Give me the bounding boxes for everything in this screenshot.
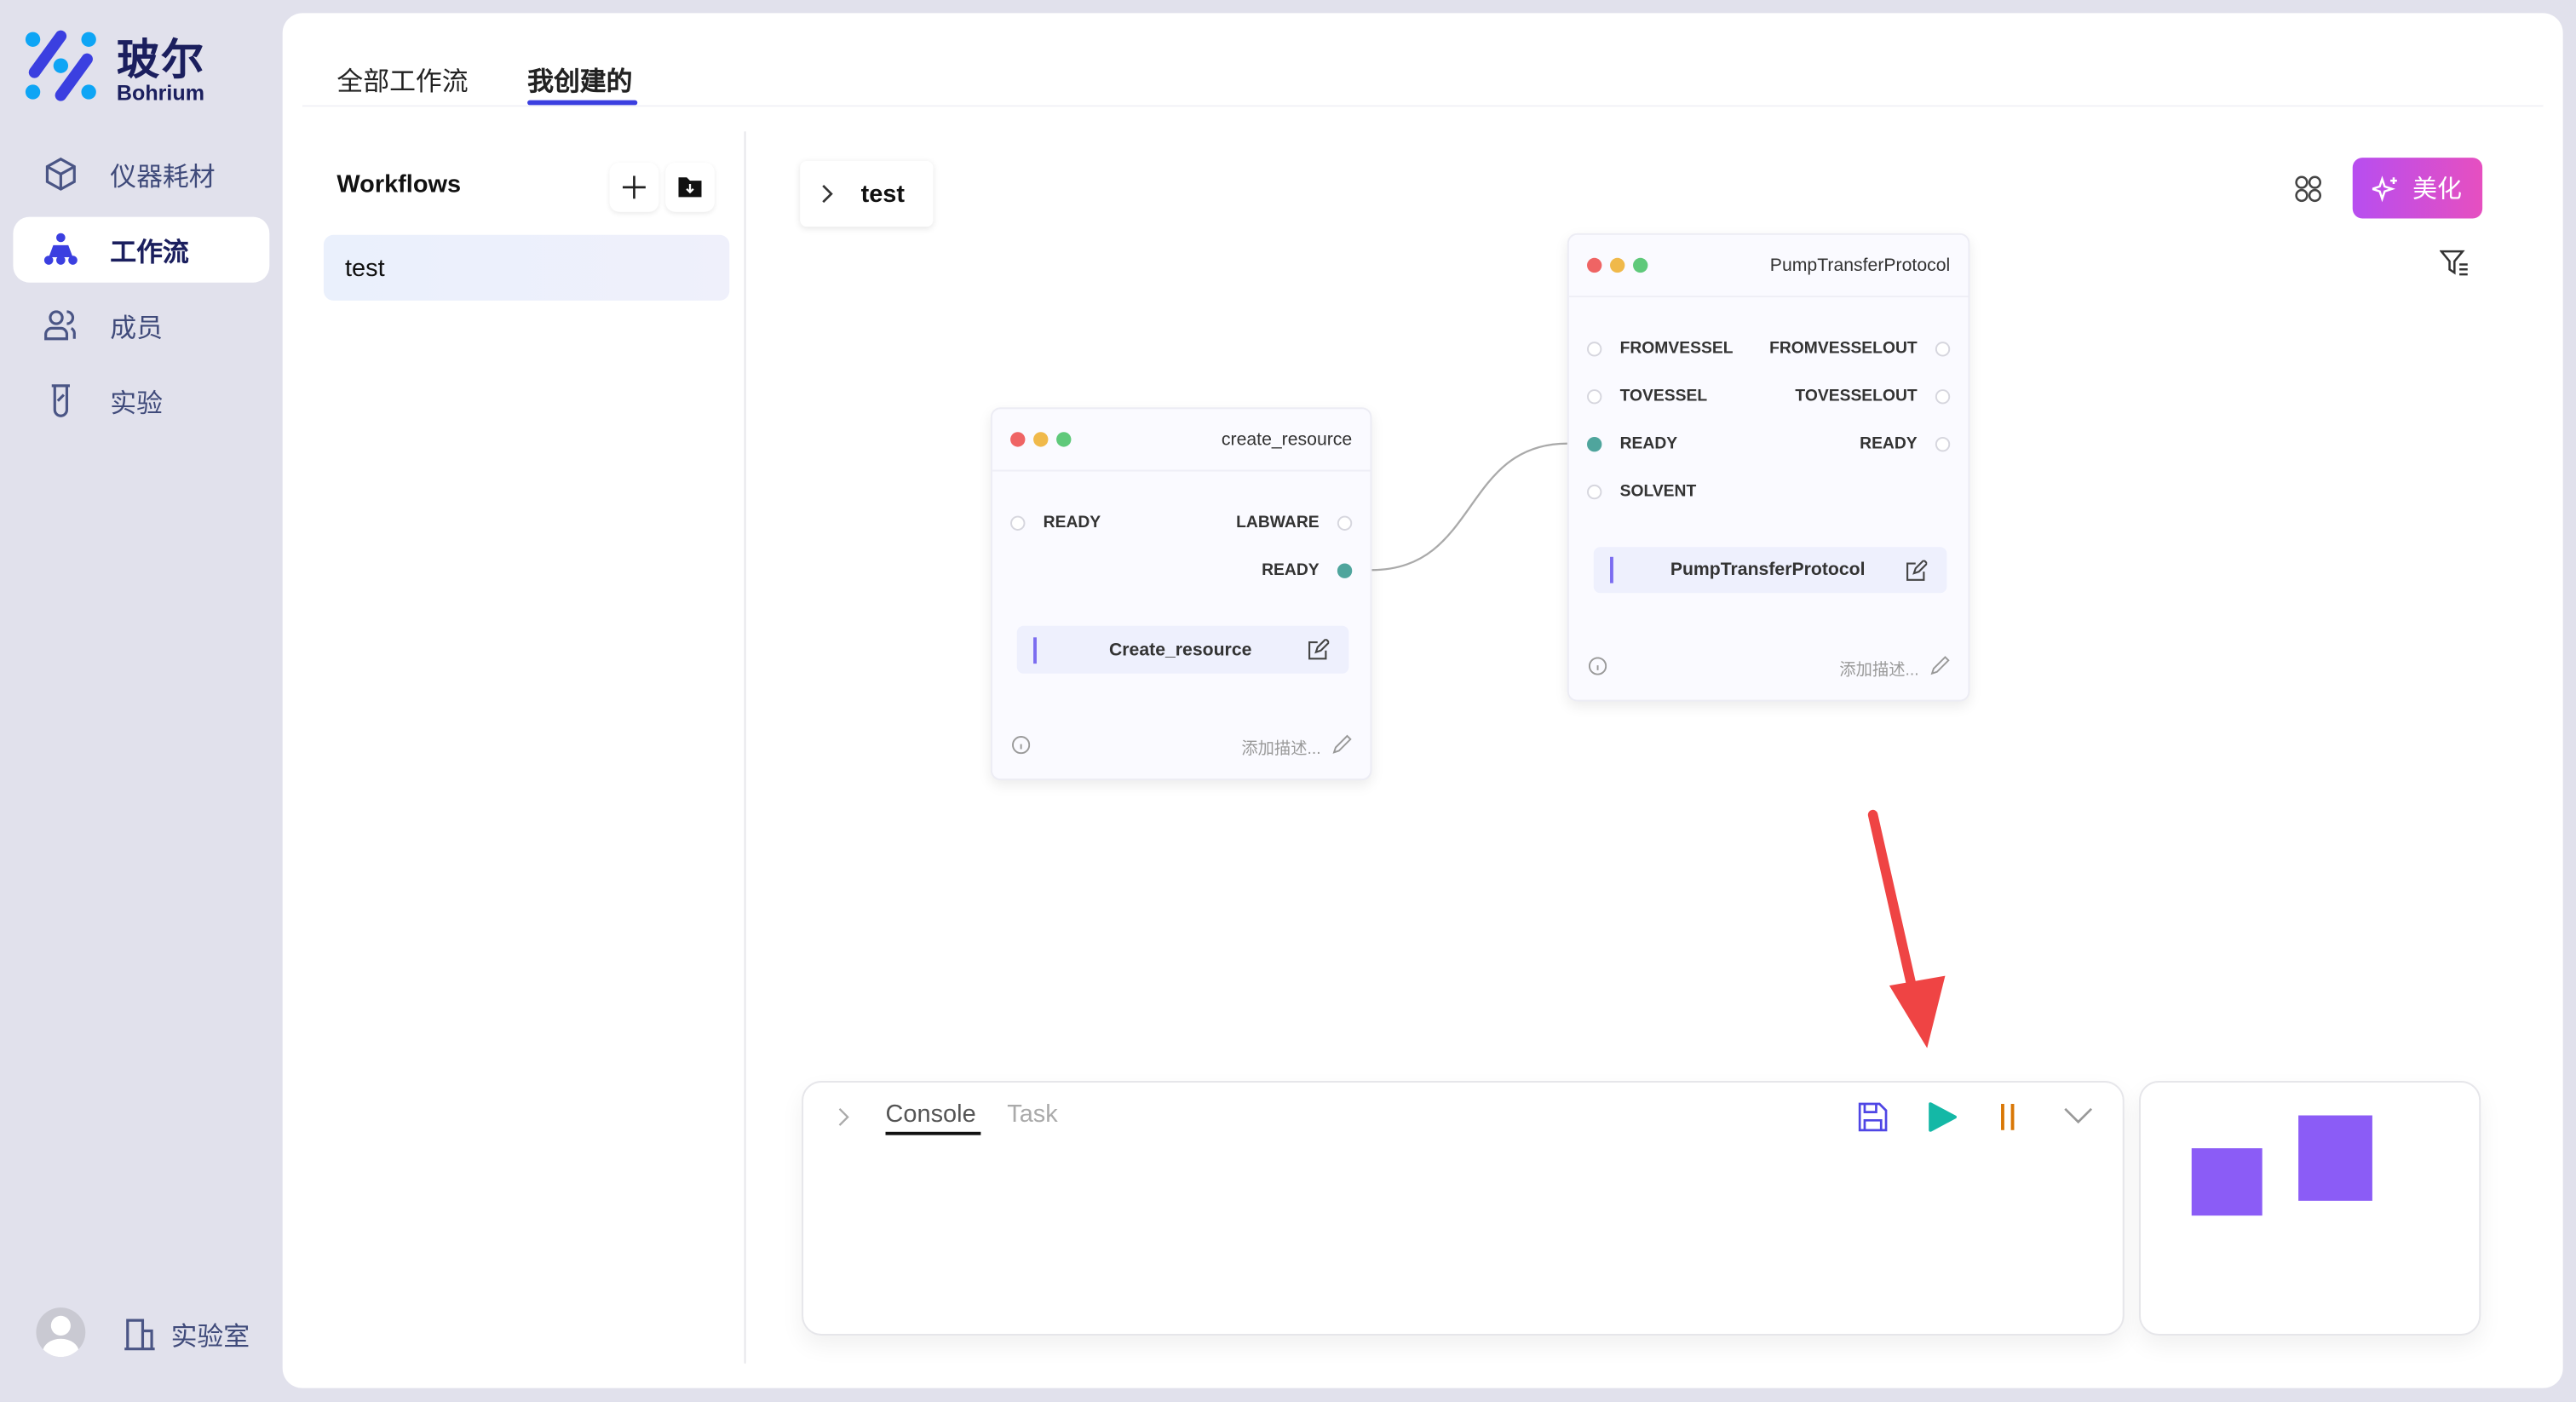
tab-task[interactable]: Task	[1007, 1100, 1058, 1129]
node-create-resource[interactable]: create_resource READY LABWARE READY Crea…	[990, 407, 1372, 781]
info-icon	[1588, 657, 1607, 675]
members-icon	[44, 310, 76, 341]
output-port-labware[interactable]	[1337, 515, 1353, 531]
layout-grid-icon[interactable]	[2293, 174, 2323, 204]
minimap-node	[2298, 1115, 2372, 1201]
node-title: create_resource	[1221, 429, 1353, 450]
sidebar-item-members[interactable]: 成员	[13, 292, 269, 358]
description-placeholder[interactable]: 添加描述...	[1839, 662, 1919, 681]
save-icon[interactable]	[1858, 1102, 1888, 1132]
edit-icon[interactable]	[1308, 639, 1330, 660]
node-title: PumpTransferProtocol	[1769, 255, 1951, 276]
workflow-name: test	[345, 254, 385, 283]
function-name: PumpTransferProtocol	[1670, 560, 1866, 580]
breadcrumb-title: test	[860, 180, 906, 208]
port-label: READY	[1043, 514, 1101, 532]
description-placeholder[interactable]: 添加描述...	[1241, 740, 1321, 760]
bohrium-logo-icon	[25, 30, 96, 101]
pause-icon[interactable]	[1996, 1104, 2019, 1130]
port-label: READY	[1860, 435, 1918, 454]
edit-icon[interactable]	[1906, 559, 1928, 581]
lab-label: 实验室	[170, 1324, 250, 1353]
tab-all-workflows[interactable]: 全部工作流	[336, 69, 469, 97]
port-label: READY	[1619, 435, 1678, 454]
filter-icon[interactable]	[2439, 250, 2470, 276]
close-dot-icon	[1010, 432, 1026, 447]
beautify-label: 美化	[2412, 175, 2463, 204]
workflows-title: Workflows	[336, 170, 462, 199]
folder-download-icon	[678, 177, 702, 198]
minimize-dot-icon	[1610, 257, 1625, 273]
maximize-dot-icon	[1056, 432, 1072, 447]
breadcrumb[interactable]: test	[800, 161, 934, 227]
chevron-right-icon	[822, 184, 833, 204]
panel-divider	[744, 131, 746, 1364]
test-tube-icon	[51, 384, 70, 417]
sidebar-item-workflow[interactable]: 工作流	[13, 216, 270, 283]
output-port-ready[interactable]	[1935, 437, 1951, 452]
sidebar-item-instruments[interactable]: 仪器耗材	[13, 141, 269, 207]
add-workflow-button[interactable]	[609, 162, 659, 212]
maximize-dot-icon	[1633, 257, 1648, 273]
active-tab-underline	[885, 1131, 981, 1135]
tab-my-workflows[interactable]: 我创建的	[527, 69, 633, 97]
minimize-dot-icon	[1033, 432, 1049, 447]
input-port-solvent[interactable]	[1587, 484, 1602, 500]
tab-console[interactable]: Console	[885, 1100, 976, 1129]
brand-name-en: Bohrium	[116, 80, 205, 106]
divider	[302, 105, 2544, 107]
play-icon[interactable]	[1927, 1102, 1957, 1132]
beautify-button[interactable]: 美化	[2352, 158, 2483, 219]
function-box[interactable]: PumpTransferProtocol	[1593, 547, 1947, 594]
avatar[interactable]	[36, 1307, 86, 1358]
port-label: FROMVESSELOUT	[1769, 340, 1918, 359]
sparkle-icon	[2372, 175, 2398, 202]
minimap-panel[interactable]	[2139, 1081, 2481, 1336]
active-tab-underline	[527, 100, 638, 106]
sidebar-item-label: 实验	[110, 391, 163, 419]
sidebar-item-label: 仪器耗材	[110, 164, 216, 192]
sidebar-item-experiments[interactable]: 实验	[13, 368, 269, 434]
annotation-arrow-icon	[1867, 809, 1946, 1049]
chevron-down-icon[interactable]	[2063, 1107, 2093, 1125]
function-box[interactable]: Create_resource	[1016, 625, 1349, 674]
output-port-fromvesselout[interactable]	[1935, 342, 1951, 357]
box-icon	[45, 157, 76, 191]
close-dot-icon	[1587, 257, 1602, 273]
port-label: READY	[1262, 561, 1320, 580]
sidebar-item-label: 成员	[110, 315, 163, 344]
import-workflow-button[interactable]	[665, 162, 715, 212]
input-port-ready[interactable]	[1587, 437, 1602, 452]
port-label: FROMVESSEL	[1619, 340, 1734, 359]
lab-switch[interactable]: 实验室	[122, 1314, 250, 1353]
function-name: Create_resource	[1108, 640, 1252, 660]
node-pump-transfer-protocol[interactable]: PumpTransferProtocol FROMVESSEL FROMVESS…	[1567, 233, 1970, 702]
port-label: SOLVENT	[1619, 483, 1697, 502]
workflow-list-item[interactable]: test	[323, 234, 730, 301]
pencil-icon[interactable]	[1332, 734, 1352, 754]
building-icon	[124, 1319, 155, 1351]
output-port-tovesselout[interactable]	[1935, 389, 1951, 405]
port-label: TOVESSELOUT	[1795, 388, 1918, 406]
info-icon	[1012, 736, 1031, 755]
input-port-tovessel[interactable]	[1587, 389, 1602, 405]
port-label: TOVESSEL	[1619, 388, 1708, 406]
pencil-icon[interactable]	[1930, 656, 1950, 675]
output-port-ready[interactable]	[1337, 563, 1353, 578]
chevron-right-icon[interactable]	[838, 1107, 851, 1127]
minimap-node	[2191, 1148, 2263, 1216]
input-port-ready[interactable]	[1010, 515, 1026, 531]
plus-icon	[622, 175, 646, 199]
workflow-icon	[43, 233, 78, 265]
brand-name: 玻尔	[116, 34, 206, 84]
console-panel: Console Task	[802, 1081, 2125, 1336]
input-port-fromvessel[interactable]	[1587, 342, 1602, 357]
sidebar-item-label: 工作流	[110, 239, 189, 268]
port-label: LABWARE	[1236, 514, 1320, 532]
